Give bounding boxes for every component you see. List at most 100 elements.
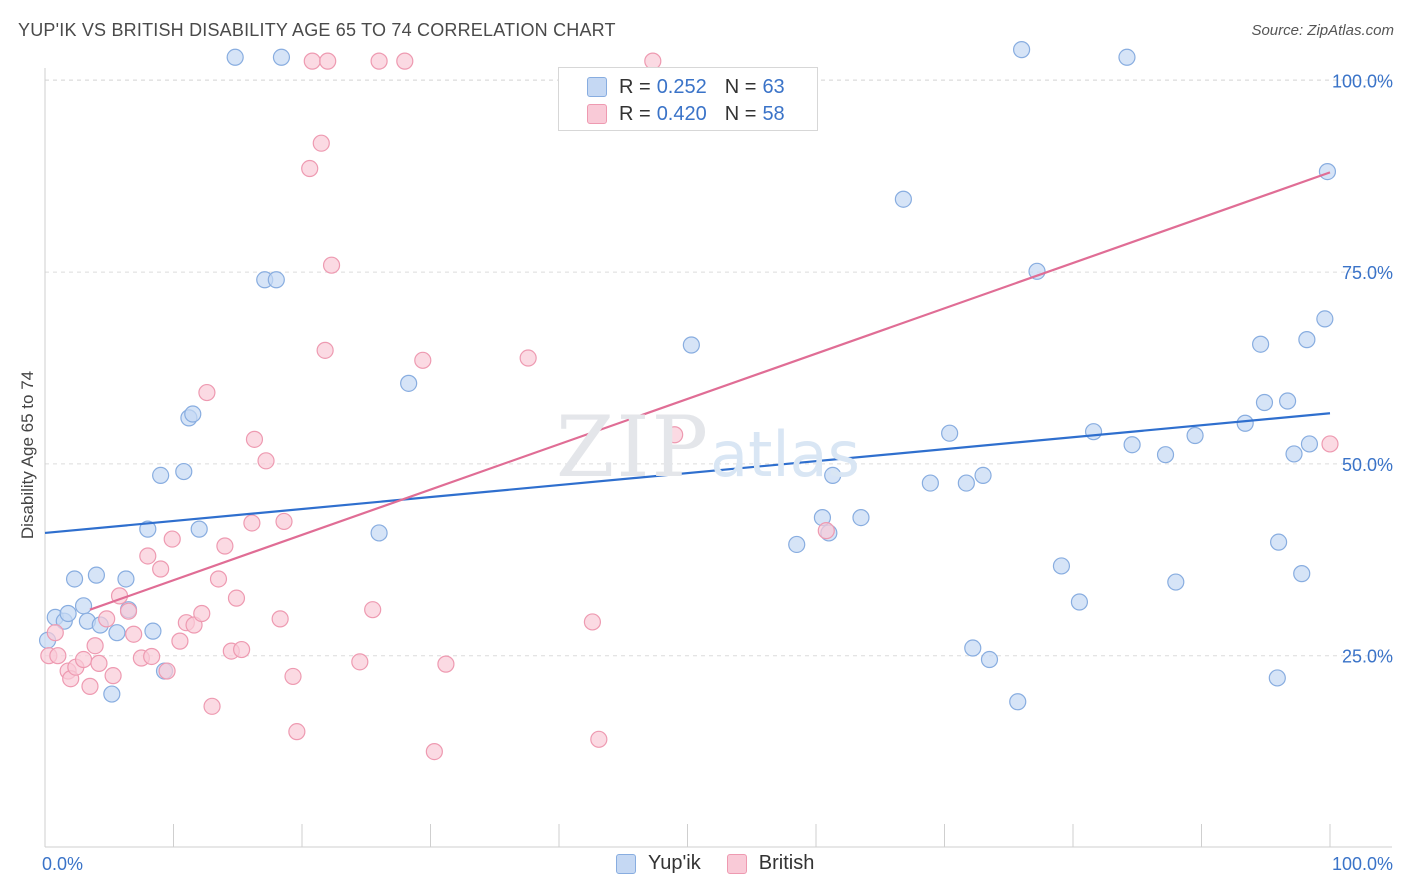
yupik-point: [682, 336, 700, 354]
british-point: [74, 650, 93, 669]
british-point: [245, 430, 264, 448]
yupik-point: [267, 271, 285, 289]
british-point: [171, 632, 189, 650]
source-label: Source: ZipAtlas.com: [1251, 22, 1394, 39]
watermark-zip: ZIP: [556, 398, 711, 496]
n-value: 63: [762, 75, 785, 98]
british-point: [163, 530, 181, 548]
british-point: [86, 637, 104, 655]
yupik-point: [1298, 331, 1316, 349]
stats-legend-row-yupik: R = 0.252 N = 63: [587, 74, 785, 100]
yupik-point: [894, 190, 912, 208]
chart-title: YUP'IK VS BRITISH DISABILITY AGE 65 TO 7…: [18, 20, 616, 40]
british-point: [233, 640, 251, 659]
british-point: [312, 134, 330, 152]
yupik-point: [824, 466, 842, 485]
yupik-point: [1070, 593, 1089, 611]
yupik-point: [87, 566, 106, 584]
british-point: [316, 341, 334, 359]
yupik-legend-swatch: [616, 853, 636, 874]
yupik-point: [400, 374, 418, 392]
british-point: [49, 647, 67, 665]
british-point: [351, 653, 369, 671]
series-legend: Yup'ik British: [616, 852, 840, 875]
yupik-point: [190, 520, 208, 538]
british-point: [209, 570, 228, 588]
yupik-point: [1252, 335, 1270, 353]
british-point: [666, 426, 684, 444]
british-point: [284, 667, 302, 686]
british-point: [203, 697, 221, 715]
british-point: [370, 52, 388, 70]
yupik-point: [103, 685, 121, 703]
n-label: N =: [724, 75, 757, 98]
yupik-point: [370, 524, 388, 542]
yupik-point: [175, 462, 193, 481]
stats-legend: R = 0.252 N = 63 R = 0.420 N = 58: [558, 67, 818, 131]
british-point: [1321, 435, 1339, 453]
yupik-point: [1012, 41, 1031, 59]
legend-item-british: British: [726, 852, 814, 875]
yupik-point: [139, 520, 157, 538]
yupik-point: [74, 597, 93, 615]
watermark-atlas: atlas: [710, 418, 860, 491]
british-point: [590, 730, 608, 748]
axes: [44, 68, 1392, 848]
yupik-point: [1167, 573, 1185, 591]
r-value: 0.252: [656, 75, 707, 98]
yupik-point: [1316, 310, 1334, 328]
yupik-points: [38, 41, 1337, 711]
r-label: R =: [619, 75, 651, 98]
british-point: [271, 610, 289, 628]
yupik-point: [1255, 393, 1274, 412]
y-tick-label: 100.0%: [1332, 71, 1393, 91]
gridlines: [45, 79, 1392, 657]
r-value: 0.420: [656, 102, 707, 125]
british-point: [46, 624, 64, 642]
british-point: [139, 547, 157, 565]
legend-label-yupik: Yup'ik: [648, 852, 701, 874]
british-point: [90, 654, 108, 672]
british-point: [583, 613, 602, 631]
british-legend-swatch: [726, 853, 747, 874]
british-swatch: [587, 104, 607, 124]
british-point: [193, 604, 211, 623]
x-tick-label-max: 100.0%: [1332, 854, 1393, 874]
x-tick-label-min: 0.0%: [42, 854, 83, 874]
british-point: [158, 662, 176, 680]
british-point: [119, 602, 138, 620]
yupik-point: [1186, 426, 1204, 445]
british-point: [519, 349, 537, 367]
yupik-point: [921, 474, 939, 492]
yupik-point: [152, 466, 170, 485]
n-label: N =: [724, 102, 757, 125]
yupik-point: [144, 622, 162, 640]
y-tick-label: 75.0%: [1342, 263, 1393, 283]
yupik-point: [1009, 693, 1027, 711]
yupik-point: [964, 639, 982, 657]
british-point: [322, 256, 341, 274]
yupik-point: [1052, 557, 1071, 575]
british-point: [288, 723, 306, 741]
british-point: [81, 677, 99, 695]
yupik-point: [788, 535, 806, 554]
british-point: [243, 514, 261, 532]
yupik-point: [957, 474, 975, 492]
british-point: [396, 52, 414, 70]
british-point: [319, 52, 337, 70]
yupik-point: [1285, 445, 1303, 463]
stats-legend-row-british: R = 0.420 N = 58: [587, 101, 785, 127]
british-point: [152, 560, 170, 578]
british-point: [257, 452, 275, 470]
british-point: [98, 610, 116, 628]
british-trend-line: [89, 171, 1331, 611]
y-axis-label: Disability Age 65 to 74: [18, 370, 37, 540]
british-point: [303, 52, 321, 70]
british-points: [40, 52, 1339, 761]
british-point: [216, 537, 234, 555]
british-point: [125, 625, 143, 643]
british-point: [425, 742, 443, 761]
yupik-point: [1123, 436, 1141, 454]
british-point: [104, 667, 122, 685]
